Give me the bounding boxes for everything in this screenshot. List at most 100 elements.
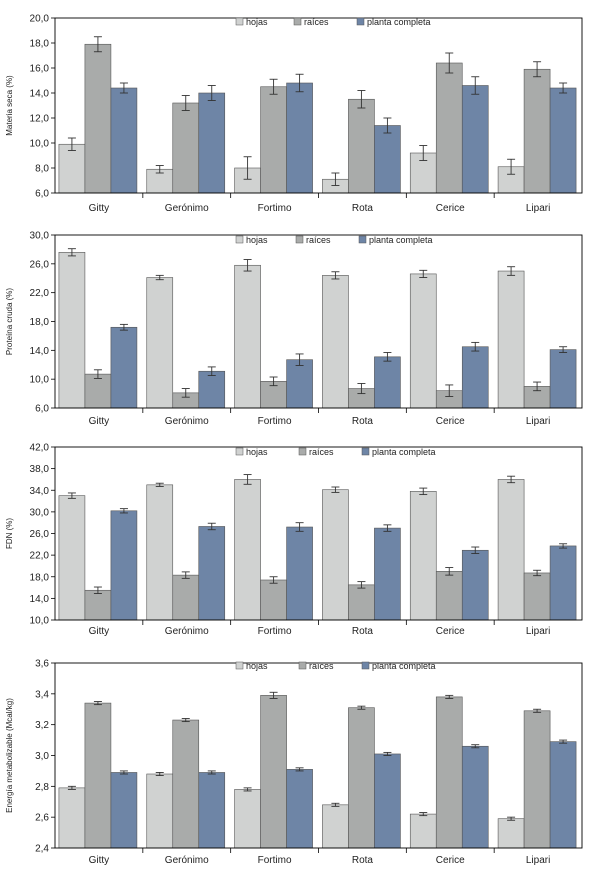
bar-planta-completa <box>549 741 577 849</box>
bar-raices <box>84 43 112 194</box>
legend-swatch <box>295 235 304 244</box>
y-tick-label: 10,0 <box>30 375 50 386</box>
y-tick-label: 3,6 <box>35 659 49 670</box>
category-label: Fortimo <box>258 855 292 866</box>
bar-raices <box>435 696 463 849</box>
category-label: Gerónimo <box>165 626 209 637</box>
category-label: Gitty <box>89 626 110 637</box>
bar-planta-completa <box>461 549 489 621</box>
category-label: Lipari <box>526 626 550 637</box>
bar-hojas <box>497 818 525 849</box>
y-tick-label: 10,0 <box>30 139 50 150</box>
y-tick-label: 34,0 <box>30 486 50 497</box>
y-tick-label: 6,0 <box>35 404 49 415</box>
legend-label: hojas <box>246 661 268 671</box>
bar-hojas <box>322 489 349 621</box>
y-axis-label: FDN (%) <box>5 518 14 549</box>
category-label: Cerice <box>436 416 465 427</box>
bar-hojas <box>234 264 261 409</box>
category-label: Fortimo <box>258 203 292 214</box>
bar-raices <box>348 707 375 849</box>
y-tick-label: 14,0 <box>30 594 50 605</box>
bar-planta-completa <box>461 745 489 849</box>
bar-raices <box>172 102 200 194</box>
legend-swatch <box>298 661 307 670</box>
category-label: Lipari <box>526 416 550 427</box>
y-tick-label: 10,0 <box>30 616 50 627</box>
bar-raices <box>348 584 375 621</box>
y-tick-label: 18,0 <box>30 39 50 50</box>
y-tick-label: 30,0 <box>30 231 50 242</box>
bar-hojas <box>322 275 349 409</box>
category-label: Lipari <box>526 855 550 866</box>
y-tick-label: 2,6 <box>35 813 49 824</box>
bar-raices <box>84 589 112 621</box>
bar-planta-completa <box>374 125 401 194</box>
bar-planta-completa <box>374 356 401 409</box>
bar-planta-completa <box>549 545 577 621</box>
plot-frame <box>54 662 583 849</box>
bar-planta-completa <box>198 370 226 409</box>
chart-panel-2: 6,0 10,0 14,0 18,0 22,0 26,0 30,0 Proteína crud… <box>5 231 583 427</box>
y-tick-label: 8,0 <box>35 164 49 175</box>
bar-planta-completa <box>198 772 226 849</box>
category-label: Rota <box>352 203 374 214</box>
y-tick-label: 42,0 <box>30 443 50 454</box>
category-label: Gerónimo <box>165 416 209 427</box>
legend-label: planta completa <box>367 17 431 27</box>
plot-frame <box>54 17 583 194</box>
bar-hojas <box>58 143 86 194</box>
bar-planta-completa <box>461 85 489 194</box>
bar-hojas <box>497 270 525 409</box>
bar-hojas <box>409 273 437 409</box>
y-tick-label: 16,0 <box>30 64 50 75</box>
y-axis-label: Materia seca (%) <box>5 75 14 136</box>
legend-label: raíces <box>309 661 334 671</box>
bar-hojas <box>146 277 174 409</box>
bar-planta-completa <box>549 87 577 194</box>
bar-raices <box>84 373 112 409</box>
legend-label: raíces <box>309 447 334 457</box>
y-tick-label: 18,0 <box>30 572 50 583</box>
y-tick-label: 3,4 <box>35 689 49 700</box>
legend-swatch <box>361 447 370 456</box>
legend-label: planta completa <box>372 447 436 457</box>
bar-raices <box>435 571 463 621</box>
bar-hojas <box>58 252 86 409</box>
bar-planta-completa <box>374 753 401 849</box>
bar-planta-completa <box>198 526 226 621</box>
bar-planta-completa <box>374 527 401 621</box>
legend-label: hojas <box>246 447 268 457</box>
y-axis-label: Proteína cruda (%) <box>5 288 14 355</box>
bar-planta-completa <box>110 772 138 849</box>
bar-raices <box>435 62 463 194</box>
bar-hojas <box>58 495 86 621</box>
y-tick-label: 26,0 <box>30 529 50 540</box>
legend-swatch <box>235 661 244 670</box>
category-label: Rota <box>352 855 374 866</box>
y-tick-label: 2,4 <box>35 844 49 855</box>
legend-swatch <box>235 447 244 456</box>
legend-label: hojas <box>246 17 268 27</box>
legend-label: planta completa <box>372 661 436 671</box>
bar-hojas <box>58 787 86 849</box>
bar-planta-completa <box>198 92 226 194</box>
bar-hojas <box>146 773 174 849</box>
bar-raices <box>260 86 287 194</box>
category-label: Cerice <box>436 626 465 637</box>
y-tick-label: 18,0 <box>30 317 50 328</box>
bar-raices <box>260 579 287 621</box>
y-tick-label: 12,0 <box>30 114 50 125</box>
y-tick-label: 2,8 <box>35 782 49 793</box>
bar-raices <box>172 574 200 621</box>
bar-raices <box>260 695 287 849</box>
category-label: Fortimo <box>258 626 292 637</box>
y-tick-label: 22,0 <box>30 551 50 562</box>
y-tick-label: 26,0 <box>30 259 50 270</box>
chart-panel-3: 10,0 14,0 18,0 22,0 26,0 30,0 34,0 38,0 42,0 FDN … <box>5 443 583 637</box>
legend-swatch <box>358 235 367 244</box>
bar-planta-completa <box>286 359 313 409</box>
legend-label: raíces <box>306 235 331 245</box>
y-tick-label: 14,0 <box>30 89 50 100</box>
